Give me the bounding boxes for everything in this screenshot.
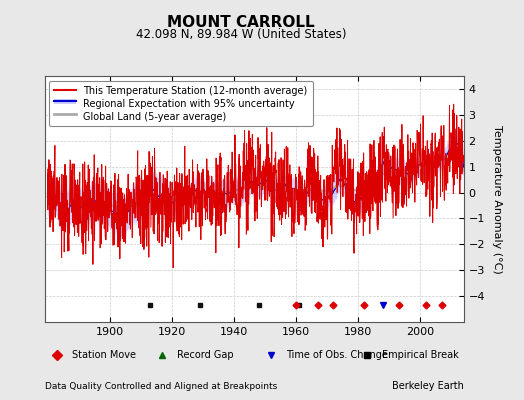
Legend: This Temperature Station (12-month average), Regional Expectation with 95% uncer: This Temperature Station (12-month avera… (49, 81, 312, 126)
Text: Time of Obs. Change: Time of Obs. Change (286, 350, 387, 360)
Text: Berkeley Earth: Berkeley Earth (392, 381, 464, 391)
Text: Station Move: Station Move (72, 350, 136, 360)
Y-axis label: Temperature Anomaly (°C): Temperature Anomaly (°C) (492, 125, 502, 273)
Text: Empirical Break: Empirical Break (382, 350, 458, 360)
Text: Data Quality Controlled and Aligned at Breakpoints: Data Quality Controlled and Aligned at B… (45, 382, 277, 391)
Text: Record Gap: Record Gap (177, 350, 233, 360)
Text: MOUNT CARROLL: MOUNT CARROLL (167, 15, 315, 30)
Text: 42.098 N, 89.984 W (United States): 42.098 N, 89.984 W (United States) (136, 28, 346, 41)
